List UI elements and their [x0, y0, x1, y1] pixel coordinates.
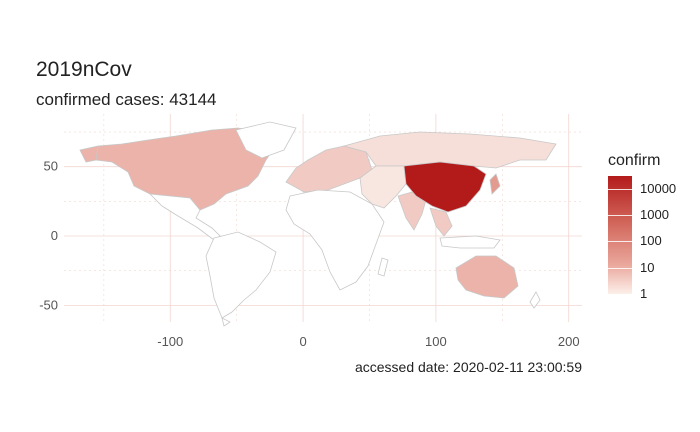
map-title: 2019nCov [36, 58, 132, 81]
legend-label: 1 [640, 286, 648, 301]
x-tick-label: 100 [425, 334, 447, 349]
land-indonesia [439, 235, 501, 249]
land-tierra-del-fuego [221, 317, 231, 327]
land-layer [79, 121, 557, 327]
x-tick-label: -100 [157, 334, 183, 349]
y-tick-label: -50 [39, 297, 58, 312]
x-tick-label: 200 [558, 334, 580, 349]
country-china[interactable] [403, 161, 487, 213]
land-south-america [205, 231, 277, 319]
land-middle-east-central-asia[interactable] [359, 165, 407, 209]
legend-tick [608, 241, 632, 243]
land-southeast-asia[interactable] [429, 207, 453, 237]
land-madagascar [377, 257, 389, 277]
country-japan[interactable] [489, 173, 501, 195]
legend-label: 10000 [640, 180, 677, 196]
legend-tick [608, 294, 632, 295]
y-tick-label: 0 [51, 228, 58, 243]
land-new-zealand [529, 291, 541, 309]
legend-label: 100 [640, 233, 662, 249]
country-alaska [79, 145, 99, 163]
y-tick-label: 50 [44, 159, 58, 174]
country-india[interactable] [397, 191, 427, 231]
map-subtitle: confirmed cases: 43144 [36, 90, 217, 109]
axis-ticks: -100 0 100 200 50 0 -50 [39, 159, 579, 349]
legend-tick [608, 267, 632, 269]
legend-title: confirm [608, 152, 661, 169]
legend-label: 1000 [640, 206, 669, 222]
x-tick-label: 0 [299, 334, 306, 349]
land-greenland [235, 121, 297, 159]
country-australia[interactable] [455, 255, 519, 299]
land-africa [285, 189, 385, 291]
legend-color-bar [608, 176, 632, 294]
legend-tick [608, 188, 632, 190]
land-europe[interactable] [285, 145, 373, 193]
country-russia[interactable] [342, 131, 557, 169]
legend-tick [608, 214, 632, 216]
legend-label: 10 [640, 259, 655, 275]
land-mexico-central-america [148, 193, 221, 241]
country-usa-canada[interactable] [95, 127, 279, 211]
accessed-date-caption: accessed date: 2020-02-11 23:00:59 [354, 359, 582, 375]
